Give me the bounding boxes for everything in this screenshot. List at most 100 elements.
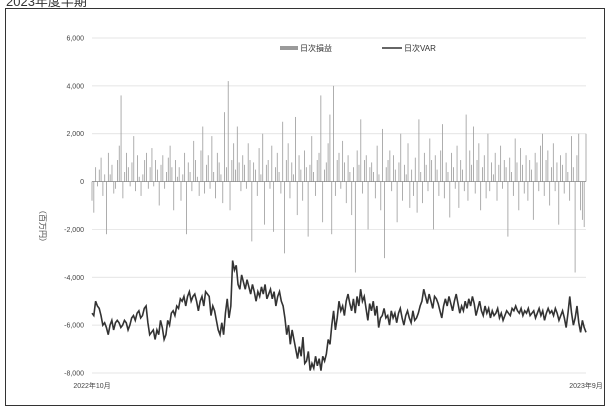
pnl-bar [302, 181, 304, 201]
pnl-bar [474, 181, 476, 194]
y-tick-label: -4,000 [64, 275, 84, 282]
pnl-bar [360, 119, 362, 182]
pnl-bar [527, 181, 529, 201]
pnl-bar [156, 169, 158, 182]
pnl-bar [167, 157, 169, 182]
pnl-bar [255, 169, 256, 182]
pnl-bar [198, 181, 200, 196]
pnl-bar [233, 143, 235, 182]
pnl-bar [262, 133, 264, 182]
pnl-bar [193, 140, 195, 182]
pnl-bar [447, 172, 449, 182]
pnl-bar [162, 155, 164, 182]
pnl-bar [389, 150, 391, 182]
pnl-bar [166, 172, 167, 182]
var-line [91, 260, 587, 372]
pnl-bar [236, 126, 238, 182]
pnl-bar [445, 162, 447, 182]
pnl-bar [117, 160, 118, 182]
pnl-bar [104, 174, 106, 182]
pnl-bar [349, 172, 351, 182]
pnl-bar [385, 167, 387, 182]
legend: 日次損益 日次VAR [280, 43, 436, 53]
pnl-bar [322, 181, 324, 223]
pnl-bar [496, 181, 498, 201]
pnl-bar [431, 160, 433, 182]
pnl-bar [382, 128, 383, 182]
pnl-bar [552, 143, 554, 182]
pnl-bar [420, 172, 422, 182]
pnl-bar [267, 160, 269, 182]
pnl-bar [358, 164, 360, 182]
legend-swatch-pnl [280, 46, 298, 50]
pnl-bar [329, 114, 331, 182]
pnl-bar [583, 181, 585, 228]
pnl-bar [400, 133, 402, 182]
pnl-bar [124, 172, 126, 182]
pnl-bar [489, 181, 491, 192]
pnl-bar [451, 152, 453, 182]
pnl-bar [364, 160, 365, 182]
pnl-bar [362, 181, 364, 194]
pnl-bar [549, 181, 551, 206]
pnl-bar [265, 164, 267, 182]
pnl-bar [580, 181, 581, 211]
pnl-bar [305, 167, 307, 182]
pnl-bar [102, 181, 104, 196]
pnl-bar [344, 162, 345, 182]
pnl-bar [523, 181, 525, 194]
pnl-bar [414, 157, 416, 182]
pnl-bar [138, 176, 140, 182]
pnl-bar [164, 181, 166, 189]
pnl-bar [578, 133, 580, 182]
pnl-bar [133, 136, 135, 182]
pnl-bar [227, 81, 229, 182]
pnl-bar [287, 143, 289, 182]
y-tick-label: 2,000 [66, 131, 84, 138]
pnl-bar [126, 152, 127, 182]
pnl-bar [480, 181, 482, 211]
pnl-bar [264, 181, 265, 225]
pnl-bar [551, 167, 552, 182]
pnl-bar [333, 85, 334, 182]
pnl-bar [402, 181, 403, 201]
pnl-bar [325, 162, 327, 182]
pnl-bar [369, 167, 371, 182]
pnl-bar [331, 181, 333, 235]
pnl-bar [516, 162, 518, 182]
pnl-bar [442, 124, 443, 182]
pnl-bar [334, 181, 336, 196]
pnl-bar [572, 167, 574, 182]
pnl-bar [416, 181, 418, 213]
pnl-bar [569, 181, 571, 201]
pnl-bar [505, 167, 507, 182]
pnl-bar [560, 155, 561, 182]
pnl-bar [225, 167, 227, 182]
pnl-bar [525, 155, 527, 182]
legend-label-var: 日次VAR [404, 43, 436, 53]
pnl-bar [175, 160, 176, 182]
pnl-bar [540, 145, 541, 182]
pnl-bar [456, 145, 458, 182]
pnl-bar [418, 119, 420, 182]
pnl-bar [387, 160, 389, 182]
pnl-bar [135, 181, 136, 192]
pnl-bar [309, 164, 311, 182]
pnl-bar [324, 169, 325, 182]
pnl-bar [142, 174, 144, 182]
pnl-bar [556, 162, 558, 182]
pnl-bar [215, 181, 216, 199]
pnl-bars [91, 81, 587, 273]
pnl-bar [543, 181, 545, 196]
pnl-bar [118, 145, 120, 182]
pnl-bar [178, 167, 180, 182]
pnl-bar [240, 181, 242, 192]
pnl-bar [483, 155, 485, 182]
pnl-bar [146, 152, 147, 182]
pnl-bar [565, 152, 567, 182]
pnl-bar [585, 133, 587, 182]
pnl-bar [571, 136, 572, 182]
pnl-bar [298, 155, 300, 182]
pnl-bar [498, 164, 500, 182]
pnl-bar [247, 143, 249, 182]
